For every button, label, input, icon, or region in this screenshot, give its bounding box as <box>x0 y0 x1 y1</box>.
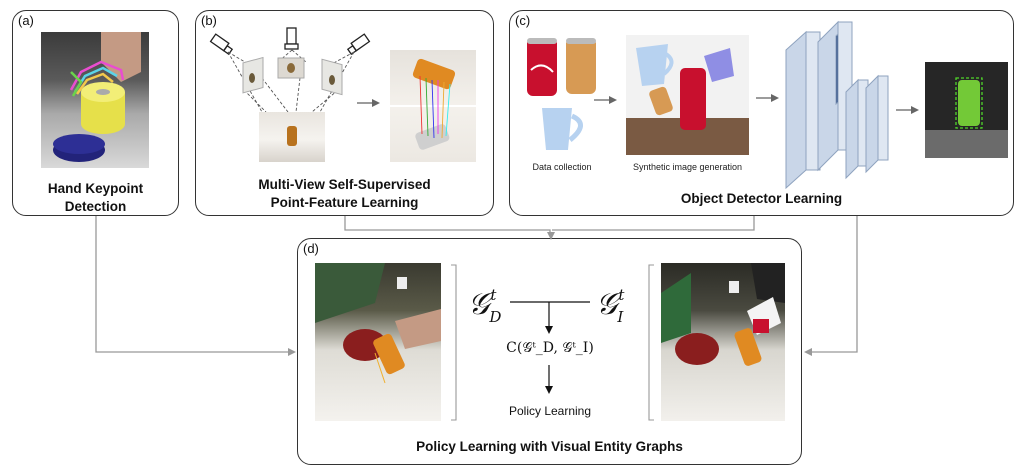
graph-img-sub: I <box>617 308 624 326</box>
graph-demo-sup: t <box>490 286 497 304</box>
policy-learning-label: Policy Learning <box>508 404 592 418</box>
view-photo-front <box>259 112 325 162</box>
cost-label: C(𝒢ᵗ_D, 𝒢ᵗ_I) <box>506 340 594 356</box>
panel-b-title-line2: Point-Feature Learning <box>270 195 419 210</box>
panel-d-title: Policy Learning with Visual Entity Graph… <box>416 439 683 454</box>
panel-object-detector <box>509 10 1014 216</box>
hand-photo <box>41 32 149 168</box>
panel-c-title: Object Detector Learning <box>680 191 843 206</box>
caption-synthetic: Synthetic image generation <box>632 162 743 172</box>
panel-a-title-line2: Detection <box>64 199 127 214</box>
panel-a-title-line1: Hand Keypoint <box>47 181 144 196</box>
panel-d-tag: (d) <box>303 241 319 256</box>
hand-keypoint-drawing <box>53 32 141 162</box>
panel-b-title: Multi-View Self-Supervised Point-Feature… <box>197 176 492 212</box>
panel-c-tag: (c) <box>515 13 531 28</box>
graph-img-symbol: 𝒢 <box>596 287 618 322</box>
graph-img-sup: t <box>618 286 625 304</box>
caption-data-collection: Data collection <box>532 162 592 172</box>
panel-a-title: Hand Keypoint Detection <box>14 180 177 216</box>
graph-demo-sub: D <box>489 308 502 326</box>
correspondence-photo <box>390 50 476 162</box>
panel-b-title-line1: Multi-View Self-Supervised <box>258 177 431 192</box>
graph-demo-symbol: 𝒢 <box>468 287 490 322</box>
panel-a-tag: (a) <box>18 13 34 28</box>
robot-imitation-photo <box>661 263 785 421</box>
panel-b-tag: (b) <box>201 13 217 28</box>
human-demo-photo <box>315 263 441 421</box>
